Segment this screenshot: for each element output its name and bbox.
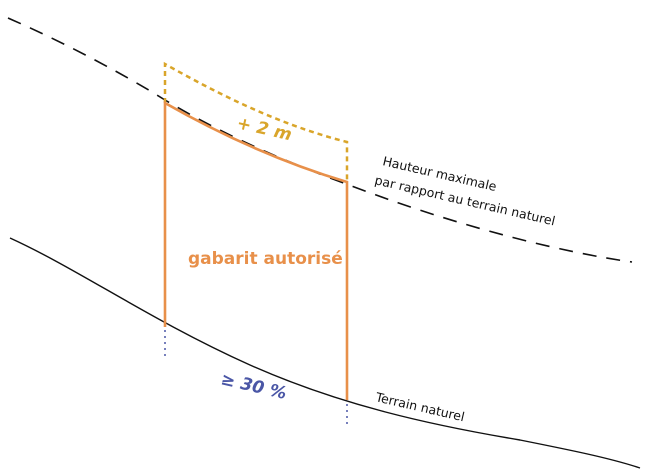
allowed-envelope <box>163 100 349 400</box>
natural-terrain-line <box>9 237 641 469</box>
max-height-dashed-line <box>7 17 633 263</box>
extra-height-label: + 2 m <box>235 113 294 145</box>
natural-ground-label: Terrain naturel <box>373 389 466 424</box>
bonus-envelope-dotted <box>163 61 349 182</box>
slope-label: ≥ 30 % <box>219 369 289 404</box>
allowed-envelope-label: gabarit autorisé <box>188 249 343 269</box>
